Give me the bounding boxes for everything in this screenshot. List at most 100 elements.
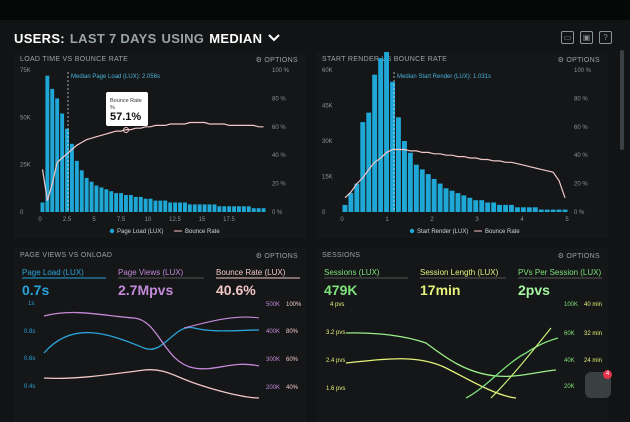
bar: [246, 206, 251, 212]
options-button[interactable]: ⚙ OPTIONS: [557, 57, 600, 64]
x-tick: 2: [430, 217, 434, 223]
scrollbar[interactable]: [620, 50, 624, 150]
x-tick: 1: [385, 217, 389, 223]
bar: [241, 206, 246, 212]
bar: [443, 188, 449, 212]
y-tick: 0.4s: [24, 384, 35, 390]
bar: [74, 160, 79, 212]
y2-tick: 0 %: [272, 210, 283, 216]
y2-tick: 80 %: [574, 96, 588, 102]
median-label: Median Start Render (LUX): 1.031s: [397, 74, 491, 80]
bar: [532, 207, 538, 212]
y-tick: 40 min: [584, 302, 602, 308]
bar: [515, 207, 520, 212]
pvs-line: [465, 337, 559, 399]
bar: [119, 193, 123, 212]
bar: [133, 196, 138, 212]
bar: [497, 204, 502, 212]
bar: [202, 204, 207, 212]
bar: [419, 169, 425, 212]
session-length-line: [345, 358, 517, 399]
y2-tick: 20 %: [574, 182, 588, 188]
y2-tick: 100 %: [272, 68, 290, 74]
bar: [473, 200, 479, 212]
start-render-chart: 0 15K 30K 45K 60K 0 % 20 % 40 % 60 % 80 % 100 % 0 1 2…: [322, 52, 592, 235]
bar: [556, 209, 562, 212]
bar: [222, 206, 227, 212]
y-tick: 24 min: [584, 358, 602, 364]
bounce-rate-line: [41, 121, 264, 201]
metric-value-page-load: 0.7s: [22, 282, 50, 298]
panel-title: SESSIONS: [322, 252, 361, 259]
bar: [407, 152, 413, 212]
bounce-rate-line-2: [183, 316, 260, 329]
sessions-panel: SESSIONS ⚙ OPTIONS Sessions (LUX) 479K S…: [316, 248, 608, 422]
panel-title: PAGE VIEWS VS ONLOAD: [20, 252, 113, 259]
x-tick: 0: [340, 217, 344, 223]
bar: [79, 170, 84, 212]
bar: [45, 75, 50, 212]
bar: [109, 191, 114, 212]
help-icon[interactable]: ?: [599, 31, 612, 44]
y-tick: 20K: [564, 384, 575, 390]
bar: [437, 183, 443, 212]
legend-label: Bounce Rate: [485, 229, 520, 235]
y-tick: 40%: [286, 385, 299, 391]
metric-label-bounce-rate: Bounce Rate (LUX): [216, 268, 286, 277]
title-range: LAST 7 DAYS: [69, 30, 157, 46]
bar: [348, 193, 354, 212]
bar: [40, 202, 45, 212]
y-tick: 75K: [20, 68, 31, 74]
bar: [124, 195, 128, 212]
y2-tick: 60 %: [272, 125, 286, 131]
metric-value-session-length: 17min: [420, 282, 461, 298]
bar: [192, 204, 197, 212]
sessions-chart: 4 pvs 3.2 pvs 2.4 pvs 1.6 pvs 100K 60K 4…: [324, 277, 602, 399]
y-tick: 100%: [286, 302, 302, 308]
options-button[interactable]: ⚙ OPTIONS: [255, 57, 298, 64]
bar: [99, 187, 104, 212]
options-button[interactable]: ⚙ OPTIONS: [255, 253, 298, 260]
y2-tick: 100 %: [574, 68, 592, 74]
chevron-down-icon[interactable]: [267, 33, 281, 43]
metric-label-session-length: Session Length (LUX): [420, 268, 499, 277]
bar: [396, 117, 401, 212]
title-using: USING: [161, 30, 205, 46]
bar: [173, 202, 178, 212]
x-tick: 15: [199, 217, 206, 223]
metric-value-sessions: 479K: [324, 282, 358, 298]
y-tick: 1.6 pvs: [326, 386, 345, 392]
image-icon[interactable]: ▣: [580, 31, 593, 44]
x-tick: 5: [565, 217, 569, 223]
bar: [143, 198, 148, 212]
bar: [562, 209, 568, 212]
tooltip-label: Bounce Rate: [110, 98, 142, 104]
page-title[interactable]: USERS: LAST 7 DAYS USING MEDIAN: [14, 28, 281, 48]
page-load-line: [43, 326, 260, 354]
y-tick: 80%: [286, 329, 299, 335]
bar: [378, 58, 384, 213]
metric-value-page-views: 2.7Mpvs: [118, 282, 174, 298]
bar: [402, 141, 407, 212]
bar: [413, 164, 419, 212]
bar: [431, 178, 437, 212]
tooltip-sub: %: [110, 105, 115, 111]
y-tick: 4 pvs: [330, 302, 344, 308]
bar: [491, 202, 497, 212]
bar: [251, 208, 256, 212]
bar: [217, 206, 222, 212]
monitor-icon[interactable]: ▭: [561, 31, 574, 44]
metric-label-sessions: Sessions (LUX): [324, 268, 380, 277]
bar: [104, 189, 109, 212]
y-tick: 0.8s: [24, 329, 35, 335]
bar: [425, 174, 431, 212]
pvs-line-2: [490, 327, 552, 399]
metric-label-page-load: Page Load (LUX): [22, 268, 84, 277]
page-views-line: [43, 311, 260, 370]
panel-title: LOAD TIME VS BOUNCE RATE: [20, 56, 129, 63]
y-tick: 0: [20, 210, 24, 216]
options-button[interactable]: ⚙ OPTIONS: [557, 253, 600, 260]
y-tick: 200K: [266, 385, 280, 391]
start-render-panel: START RENDER VS BOUNCE RATE ⚙ OPTIONS 01…: [316, 52, 608, 238]
y-tick: 45K: [322, 104, 333, 110]
